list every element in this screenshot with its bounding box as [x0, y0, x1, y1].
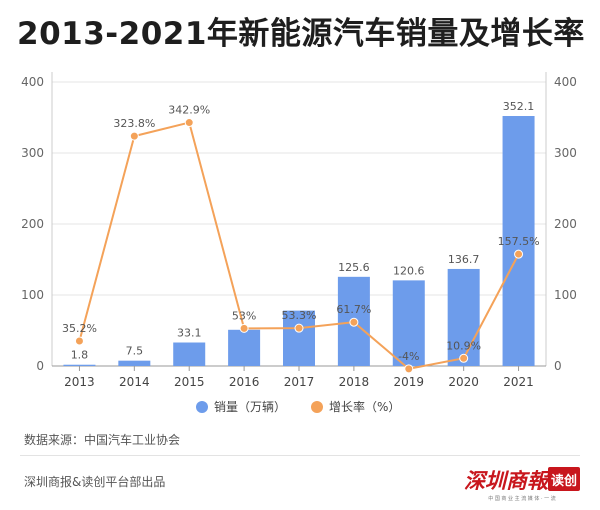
chart-title: 2013-2021年新能源汽车销量及增长率 — [17, 16, 585, 52]
bar — [63, 364, 96, 366]
left-axis-tick-label: 0 — [36, 359, 44, 373]
legend-marker-line — [311, 401, 323, 413]
growth-data-label: 53% — [232, 309, 256, 322]
logo-main-text: 深圳商報 — [464, 469, 551, 493]
bar-data-label: 352.1 — [503, 100, 535, 113]
publisher-logo: 深圳商報 读创 中 国 商 业 主 流 媒 体 · 一 流 — [464, 467, 580, 502]
bar-data-label: 1.8 — [71, 349, 89, 362]
x-axis-tick-label: 2018 — [339, 375, 370, 389]
growth-point — [74, 336, 84, 346]
left-axis-tick-label: 400 — [21, 75, 44, 89]
bar-data-label: 33.1 — [177, 326, 202, 339]
growth-point — [294, 323, 304, 333]
logo-badge — [548, 467, 580, 491]
bar-data-label: 120.6 — [393, 264, 425, 277]
right-axis-tick-label: 100 — [554, 288, 577, 302]
legend-label-line: 增长率（%） — [329, 399, 400, 414]
logo-badge-text: 读创 — [551, 473, 577, 489]
bar — [502, 116, 535, 366]
bar — [228, 329, 261, 366]
growth-data-label: -4% — [398, 350, 419, 363]
left-axis-tick-label: 200 — [21, 217, 44, 231]
left-axis-tick-label: 300 — [21, 146, 44, 160]
growth-data-label: 35.2% — [62, 322, 97, 335]
x-axis-tick-label: 2019 — [394, 375, 425, 389]
growth-point — [184, 118, 194, 128]
x-axis-tick-label: 2020 — [448, 375, 479, 389]
right-axis-tick-label: 0 — [554, 359, 562, 373]
growth-data-label: 323.8% — [113, 117, 155, 130]
data-source: 数据来源：中国汽车工业协会 — [24, 433, 181, 447]
bar-data-label: 125.6 — [338, 261, 370, 274]
bar-data-label: 136.7 — [448, 253, 480, 266]
x-axis-tick-label: 2021 — [503, 375, 534, 389]
x-axis-tick-label: 2016 — [229, 375, 260, 389]
x-axis-tick-label: 2017 — [284, 375, 315, 389]
x-axis-tick-label: 2015 — [174, 375, 205, 389]
left-axis-tick-label: 100 — [21, 288, 44, 302]
x-axis-tick-label: 2013 — [64, 375, 95, 389]
growth-data-label: 10.9% — [446, 339, 481, 352]
growth-point — [514, 249, 524, 259]
footer-credit: 深圳商报&读创平台部出品 — [24, 475, 166, 489]
bar — [447, 268, 480, 366]
legend-marker-bars — [196, 401, 208, 413]
logo-tagline: 中 国 商 业 主 流 媒 体 · 一 流 — [488, 495, 555, 502]
combo-chart: 0 100 200 300 400 0 100 200 300 400 2013 2014 2015 20… — [21, 72, 577, 414]
bar — [173, 342, 206, 366]
growth-point — [459, 353, 469, 363]
right-axis-tick-label: 400 — [554, 75, 577, 89]
growth-point — [349, 317, 359, 327]
footer-divider — [20, 455, 580, 456]
bar — [283, 310, 315, 366]
right-axis-tick-label: 200 — [554, 217, 577, 231]
growth-data-label: 53.3% — [282, 309, 317, 322]
growth-point — [404, 364, 414, 374]
growth-data-label: 157.5% — [498, 235, 540, 248]
growth-point — [129, 131, 139, 141]
growth-data-label: 61.7% — [336, 303, 371, 316]
right-axis-tick-label: 300 — [554, 146, 577, 160]
bar-data-label: 7.5 — [126, 345, 144, 358]
growth-data-label: 342.9% — [168, 104, 210, 117]
legend-label-bars: 销量（万辆） — [214, 400, 286, 414]
x-axis-tick-label: 2014 — [119, 375, 150, 389]
bar — [392, 280, 425, 366]
growth-point — [239, 323, 249, 333]
bar — [118, 360, 151, 366]
